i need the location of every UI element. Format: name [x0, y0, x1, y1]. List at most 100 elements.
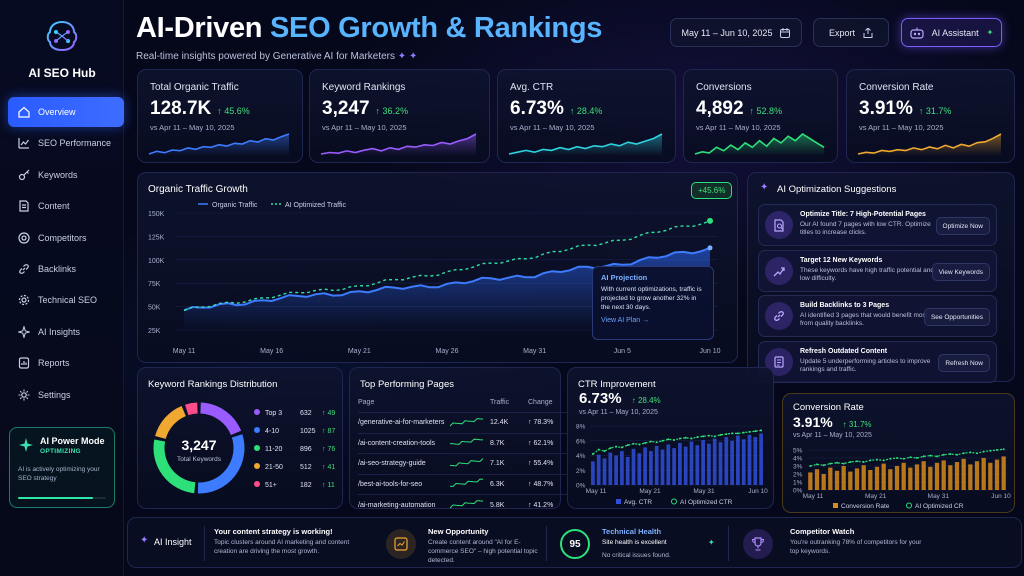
sidebar-item-competitors[interactable]: Competitors	[8, 223, 124, 253]
top-pages-table: Page Traffic Change /generative-ai-for-m…	[358, 399, 568, 515]
sidebar-item-label: Settings	[38, 389, 71, 400]
trend-point	[632, 442, 635, 445]
page-path: /ai-seo-strategy-guide	[358, 453, 450, 474]
table-row[interactable]: /best-ai-tools-for-seo 6.3K ↑ 48.7%	[358, 473, 568, 495]
ai-assistant-button[interactable]: AI Assistant ✦	[901, 18, 1002, 47]
suggestion-action-button[interactable]: Refresh Now	[938, 354, 990, 372]
sparkline-area	[695, 134, 824, 156]
y-tick-label: 2%	[576, 468, 586, 475]
col-spark	[450, 399, 490, 413]
trend-point	[949, 453, 952, 455]
y-tick-label: 0%	[576, 483, 586, 490]
ctr-change: ↑ 28.4%	[631, 396, 661, 405]
sidebar: AI SEO Hub Overview SEO Performance Keywor…	[0, 0, 124, 576]
table-row[interactable]: /generative-ai-for-marketers 12.4K ↑ 78.3%	[358, 412, 568, 433]
legend-line-label: AI Optimized CTR	[680, 499, 733, 506]
sidebar-item-ai-insights[interactable]: AI Insights	[8, 317, 124, 347]
power-mode-progress	[18, 497, 106, 499]
suggestion-item: Optimize Title: 7 High-Potential Pages Ou…	[758, 204, 997, 246]
bar	[988, 462, 993, 490]
suggestion-action-button[interactable]: View Keywords	[931, 263, 990, 281]
col-traffic: Traffic	[490, 399, 510, 406]
date-range-picker[interactable]: May 11 – Jun 10, 2025	[670, 18, 802, 47]
ai-power-mode-card[interactable]: AI Power Mode OPTIMIZING AI is actively …	[9, 427, 115, 508]
home-icon	[18, 106, 30, 118]
trend-point	[996, 449, 998, 451]
bar	[701, 440, 705, 485]
bar	[948, 465, 953, 490]
kpi-card-keyword-rankings[interactable]: Keyword Rankings 3,247 ↑ 36.2% vs Apr 11 – …	[309, 69, 490, 163]
legend-dot	[254, 463, 260, 469]
suggestion-item: Refresh Outdated Content Update 5 underpe…	[758, 341, 997, 383]
page-traffic: 8.7K	[490, 432, 528, 454]
brand-name: AI SEO Hub	[28, 66, 96, 80]
x-tick-label: May 21	[865, 493, 887, 500]
suggestion-action-button[interactable]: See Opportunities	[923, 308, 990, 326]
sparkline-line	[508, 133, 663, 155]
trend-point	[916, 457, 918, 459]
sparkle-icon: ✦	[760, 182, 769, 193]
sidebar-item-label: Overview	[38, 107, 76, 117]
trend-point	[696, 436, 699, 439]
table-row[interactable]: /ai-content-creation-tools 8.7K ↑ 62.1%	[358, 432, 568, 454]
insight-technical-health: Technical Health Site health is excellen…	[602, 527, 712, 561]
trend-point	[649, 440, 652, 443]
legend-line-label: AI Optimized CR	[915, 503, 964, 510]
bar	[678, 442, 682, 485]
sidebar-item-technical-seo[interactable]: Technical SEO	[8, 285, 124, 315]
document-chart-icon	[386, 529, 416, 559]
kpi-label: Total Organic Traffic	[150, 82, 239, 93]
date-range-label: May 11 – Jun 10, 2025	[681, 27, 773, 38]
y-tick-label: 75K	[148, 281, 161, 288]
sidebar-item-keywords[interactable]: Keywords	[8, 160, 124, 190]
bar	[981, 458, 986, 490]
table-row[interactable]: /ai-seo-strategy-guide 7.1K ↑ 55.4%	[358, 453, 568, 474]
sidebar-item-backlinks[interactable]: Backlinks	[8, 254, 124, 284]
traffic-growth-badge-text: +45.6%	[698, 186, 726, 195]
bar	[759, 433, 763, 485]
sparkline-line	[148, 133, 290, 155]
sidebar-item-content[interactable]: Content	[8, 191, 124, 221]
sidebar-item-label: Keywords	[38, 169, 78, 180]
kpi-sparkline	[694, 133, 825, 156]
bar	[591, 461, 595, 485]
sidebar-item-settings[interactable]: Settings	[8, 380, 124, 410]
conversion-rate-change: ↑ 31.7%	[842, 420, 872, 429]
conversion-rate-card: Conversion Rate 3.91% ↑ 31.7% vs Apr 11 …	[782, 393, 1015, 513]
sidebar-item-seo-performance[interactable]: SEO Performance	[8, 128, 124, 158]
trend-point	[626, 444, 629, 447]
ai-projection-tooltip: AI Projection With current optimizations…	[592, 266, 714, 340]
bar	[730, 440, 734, 485]
sidebar-item-overview[interactable]: Overview	[8, 97, 124, 127]
page-change: ↑ 48.7%	[528, 473, 568, 495]
trend-point	[725, 433, 728, 436]
kpi-card-conversions[interactable]: Conversions 4,892 ↑ 52.8% vs Apr 11 – May 1…	[683, 69, 838, 163]
col-page: Page	[358, 399, 375, 406]
page-change: ↑ 78.3%	[528, 412, 568, 433]
link-icon	[765, 302, 793, 330]
kpi-value-text: 6.73%	[510, 98, 564, 119]
trend-point	[678, 437, 681, 440]
trend-point	[822, 464, 825, 467]
share-icon	[863, 27, 873, 38]
ctr-value: 6.73% ↑ 28.4%	[579, 390, 661, 407]
export-button[interactable]: Export	[813, 18, 889, 47]
view-ai-plan-link[interactable]: View AI Plan →	[601, 317, 650, 325]
sidebar-item-reports[interactable]: Reports	[8, 348, 124, 378]
kpi-value-text: 3.91%	[859, 98, 913, 119]
table-row[interactable]: /ai-marketing-automation 5.8K ↑ 41.2%	[358, 494, 568, 515]
kpi-card-avg-ctr[interactable]: Avg. CTR 6.73% ↑ 28.4% vs Apr 11 – May 10, …	[497, 69, 676, 163]
kpi-card-conversion-rate[interactable]: Conversion Rate 3.91% ↑ 31.7% vs Apr 11 – M…	[846, 69, 1015, 163]
trend-point	[849, 461, 852, 463]
bar	[631, 448, 636, 485]
page-title-main: AI-Driven	[136, 12, 270, 44]
kpi-value-text: 4,892	[696, 98, 744, 119]
bar	[637, 453, 642, 485]
bar	[649, 451, 653, 485]
organic-traffic-card: Organic Traffic Growth Organic Traffic AI…	[137, 172, 738, 363]
suggestion-action-button[interactable]: Optimize Now	[935, 217, 990, 235]
sparkline-area	[321, 134, 476, 156]
divider	[728, 526, 729, 561]
kpi-card-total-organic-traffic[interactable]: Total Organic Traffic 128.7K ↑ 45.6% vs Apr…	[137, 69, 303, 163]
trend-point	[922, 455, 925, 458]
